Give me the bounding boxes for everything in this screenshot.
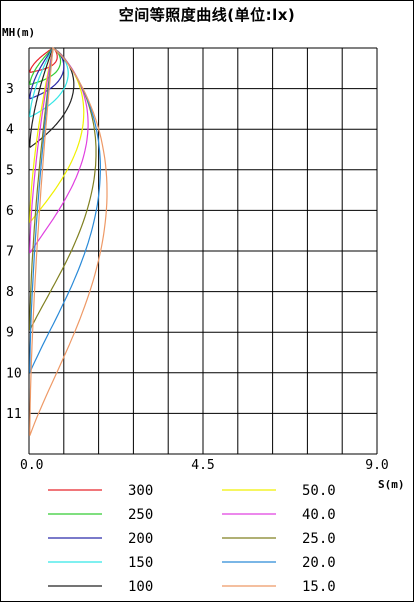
legend-label-250: 250 [128, 507, 153, 523]
y-tick-label: 3 [6, 82, 14, 97]
x-axis-title: S(m) [378, 478, 405, 491]
y-tick-label: 5 [6, 163, 14, 178]
y-ticks: 3 4 5 6 7 8 9 10 11 [6, 82, 22, 422]
legend-label-15.0: 15.0 [302, 579, 336, 595]
grid [28, 47, 378, 455]
isolux-curve-15.0 [29, 46, 108, 436]
y-tick-label: 10 [6, 366, 22, 381]
y-tick-label: 11 [6, 407, 22, 422]
legend-label-40.0: 40.0 [302, 507, 336, 523]
legend-label-300: 300 [128, 483, 153, 499]
legend: 300 250 200 150 100 50.0 40.0 25.0 20.0 15.0 [48, 483, 336, 595]
x-tick-label: 4.5 [191, 458, 214, 473]
legend-label-150: 150 [128, 555, 153, 571]
y-tick-label: 6 [6, 204, 14, 219]
curves [29, 46, 108, 436]
x-tick-label: 9.0 [365, 458, 388, 473]
y-tick-label: 9 [6, 326, 14, 341]
y-tick-label: 8 [6, 285, 14, 300]
y-tick-label: 7 [6, 245, 14, 260]
legend-label-200: 200 [128, 531, 153, 547]
y-tick-label: 4 [6, 123, 14, 138]
legend-label-50.0: 50.0 [302, 483, 336, 499]
x-ticks: 0.0 4.5 9.0 [20, 458, 389, 473]
x-tick-label: 0.0 [20, 458, 43, 473]
y-axis-title: MH(m) [2, 26, 36, 39]
legend-label-20.0: 20.0 [302, 555, 336, 571]
legend-label-25.0: 25.0 [302, 531, 336, 547]
chart-title: 空间等照度曲线(单位:lx) [118, 6, 296, 24]
legend-label-100: 100 [128, 579, 153, 595]
